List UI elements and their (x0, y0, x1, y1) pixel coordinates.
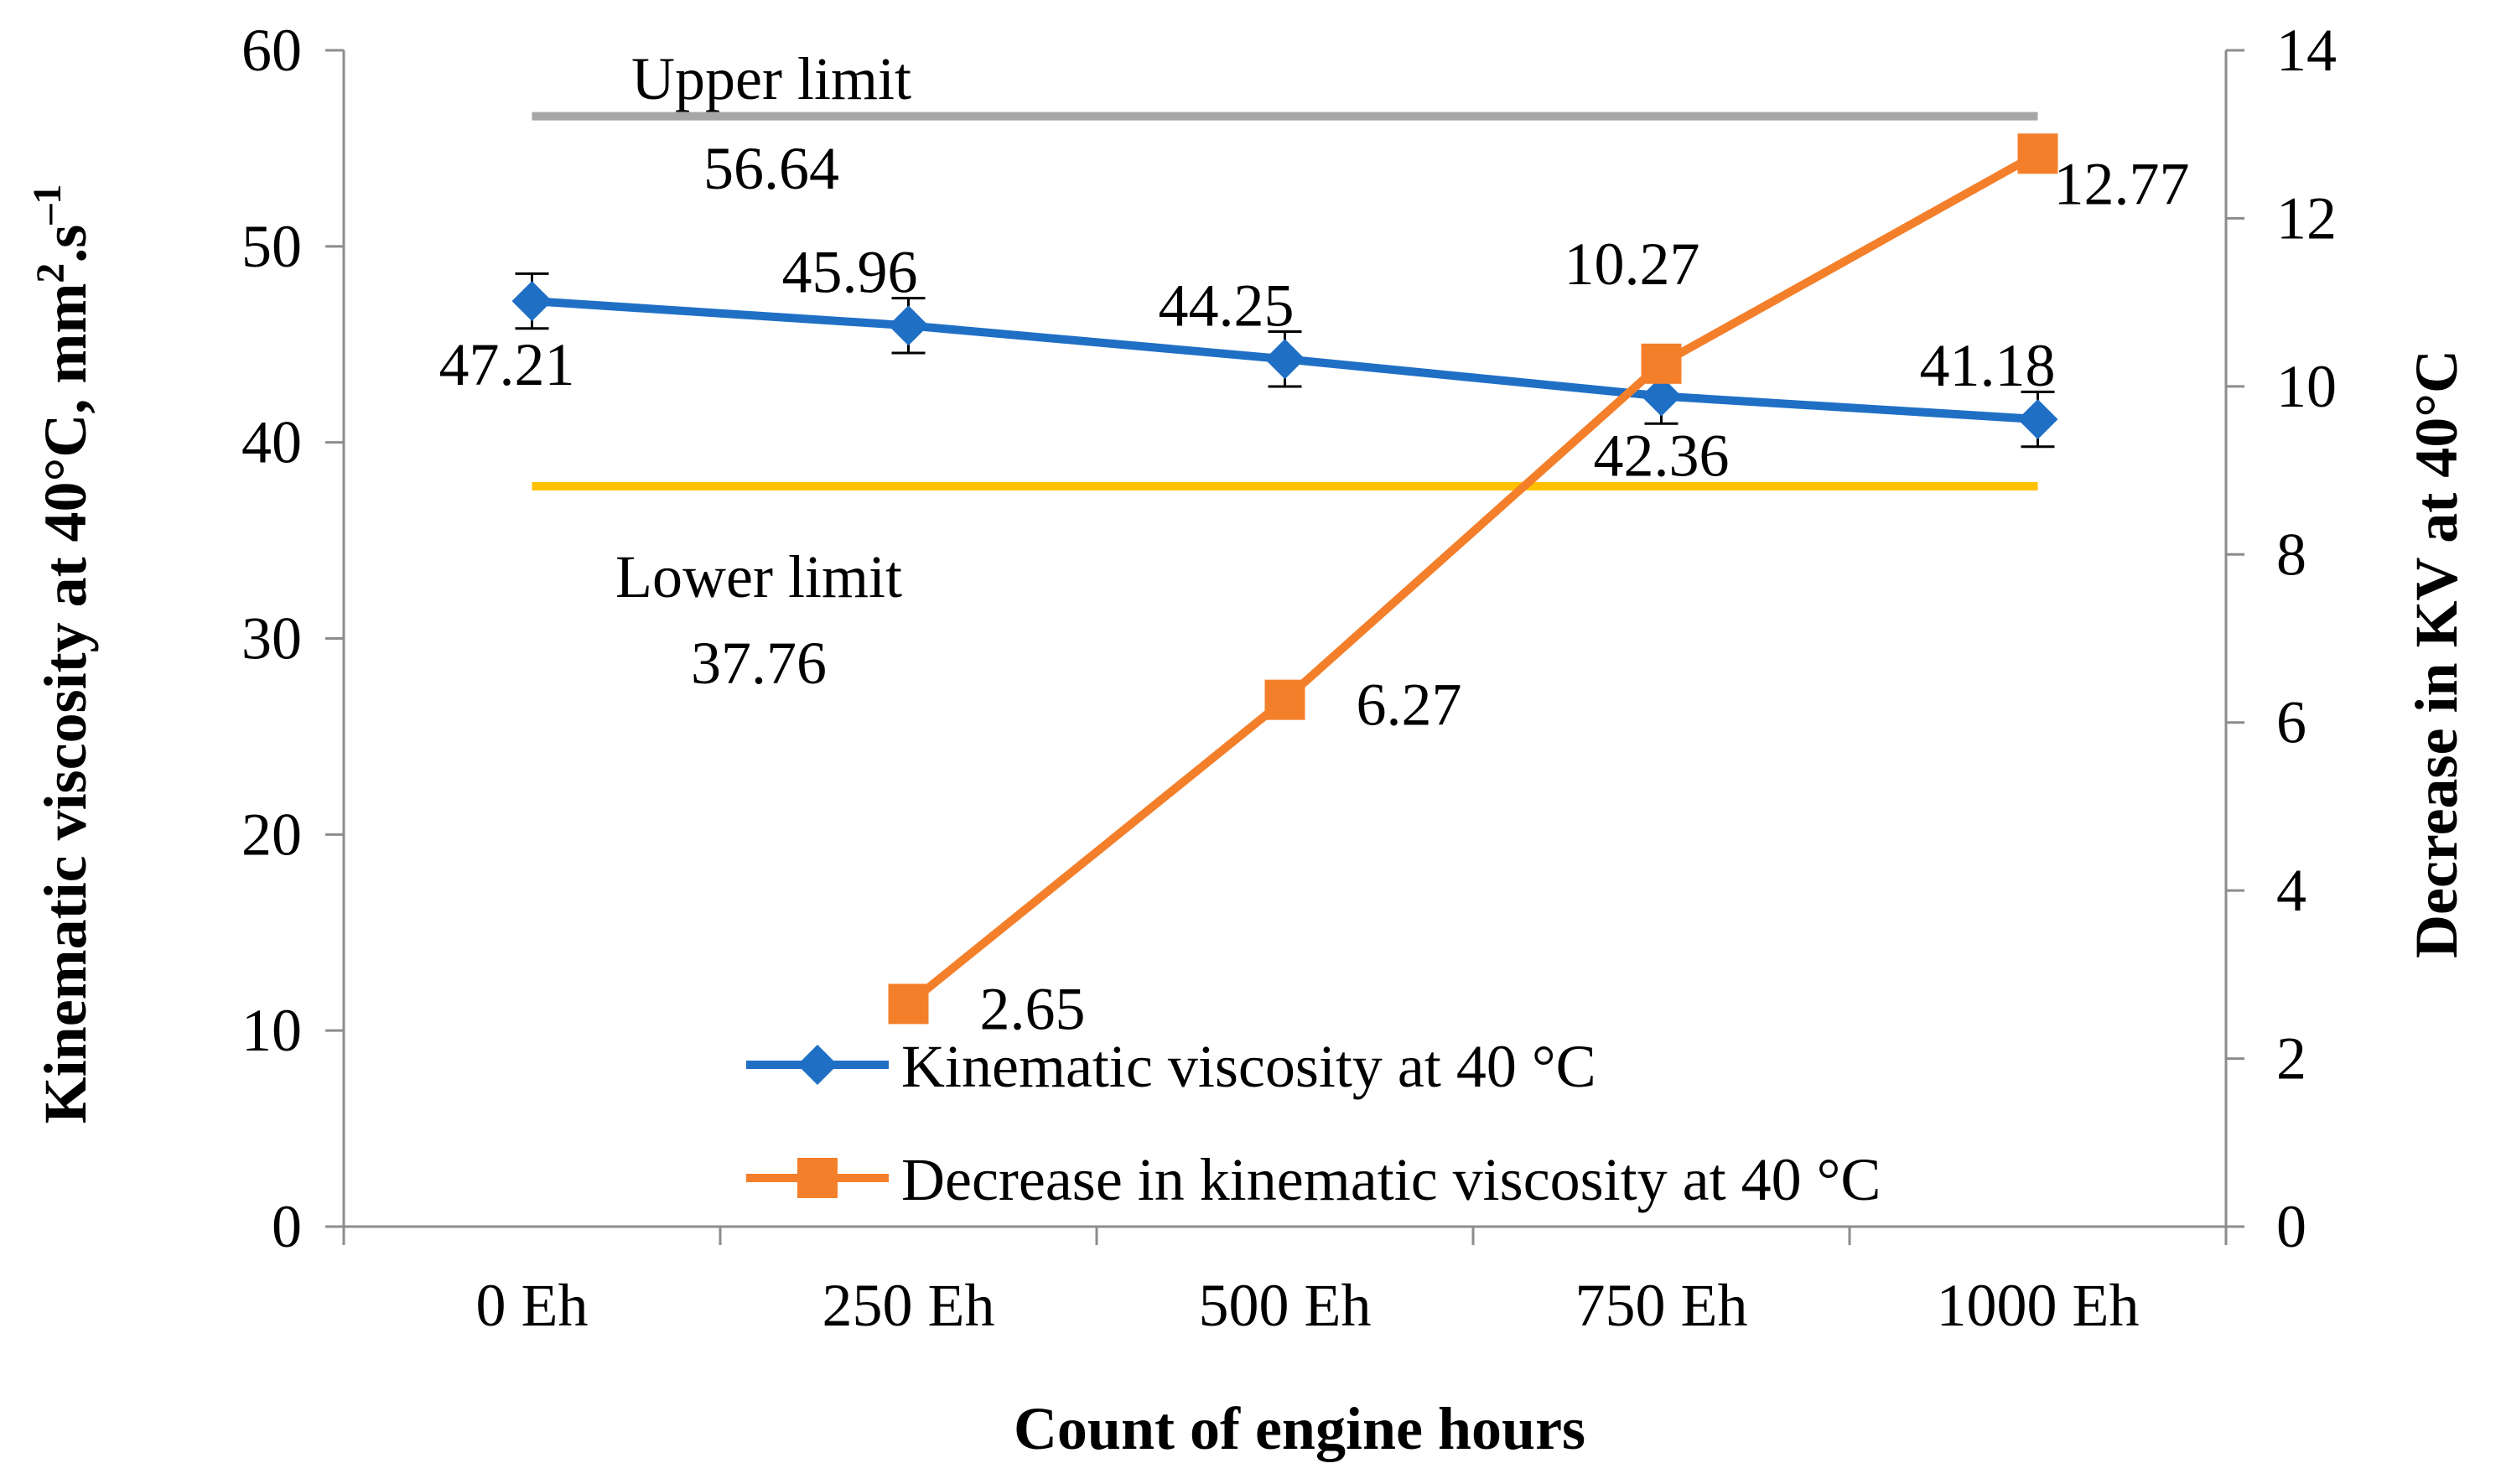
decrease-square-marker (1264, 679, 1305, 720)
kv-data-label: 44.25 (1159, 272, 1295, 339)
y-right-tick-label: 10 (2276, 353, 2337, 420)
data-series (511, 133, 2058, 1025)
kv-data-label: 45.96 (782, 238, 918, 305)
limit-lines: Upper limit 56.64 Lower limit 37.76 (532, 45, 2038, 697)
decrease-data-label: 12.77 (2054, 150, 2190, 217)
decrease-data-label: 6.27 (1357, 672, 1462, 739)
y-left-tick-label: 50 (241, 213, 302, 280)
y-axis-left-title: Kinematic viscosity at 40°C, mm2.s–1 (25, 184, 99, 1124)
decrease-data-label: 10.27 (1564, 231, 1700, 298)
kv-data-label: 47.21 (439, 331, 575, 398)
y-right-tick-label: 0 (2276, 1193, 2306, 1260)
upper-limit-value-label: 56.64 (703, 135, 839, 202)
decrease-square-marker (1641, 343, 1682, 384)
y-right-tick-label: 6 (2276, 689, 2306, 756)
legend-decrease-label: Decrease in kinematic viscosity at 40 °C (901, 1146, 1881, 1213)
kv-diamond-marker (511, 281, 553, 322)
x-tick-label: 750 Eh (1575, 1272, 1748, 1339)
kv-diamond-marker (1641, 376, 1682, 417)
legend: Kinematic viscosity at 40 °C Decrease in … (746, 1033, 1881, 1213)
x-tick-label: 1000 Eh (1937, 1272, 2140, 1339)
y-axis-right-title: Decrease in KV at 40°C (2403, 350, 2470, 958)
legend-kv-marker (797, 1045, 838, 1085)
x-tick-label: 250 Eh (822, 1272, 995, 1339)
y-left-tick-label: 20 (241, 801, 302, 868)
lower-limit-label: Lower limit (615, 543, 902, 610)
y-left-tick-label: 60 (241, 17, 302, 84)
y-right-tick-label: 8 (2276, 521, 2306, 588)
kv-diamond-marker (888, 305, 929, 346)
upper-limit-label: Upper limit (631, 45, 911, 112)
decrease-series-line (905, 149, 2040, 1008)
lower-limit-value-label: 37.76 (691, 630, 827, 697)
legend-decrease-marker (797, 1158, 838, 1198)
y-left-tick-label: 40 (241, 409, 302, 476)
x-axis-title: Count of engine hours (1014, 1395, 1585, 1462)
data-labels: 47.21 45.96 44.25 42.36 41.18 2.65 6.27 10.27 12… (439, 150, 2190, 1042)
axes: 0 10 20 30 40 50 60 0 2 4 6 8 10 12 14 0 Eh 250 Eh 500 Eh… (241, 17, 2337, 1339)
y-right-tick-label: 14 (2276, 17, 2337, 84)
x-tick-label: 0 Eh (476, 1272, 589, 1339)
decrease-data-label: 2.65 (980, 975, 1086, 1042)
y-right-tick-label: 2 (2276, 1025, 2306, 1092)
legend-kv-label: Kinematic viscosity at 40 °C (901, 1033, 1596, 1100)
y-right-tick-label: 4 (2276, 857, 2306, 924)
kv-diamond-marker (2017, 399, 2058, 440)
y-right-tick-label: 12 (2276, 184, 2337, 252)
y-left-tick-label: 0 (272, 1193, 302, 1260)
kv-data-label: 41.18 (1920, 332, 2056, 399)
y-left-tick-label: 30 (241, 605, 302, 672)
x-tick-label: 500 Eh (1199, 1272, 1372, 1339)
decrease-square-marker (888, 983, 929, 1025)
decrease-square-marker (2017, 133, 2058, 174)
y-left-tick-label: 10 (241, 997, 302, 1064)
kv-data-label: 42.36 (1594, 422, 1730, 489)
kv-diamond-marker (1264, 339, 1305, 380)
